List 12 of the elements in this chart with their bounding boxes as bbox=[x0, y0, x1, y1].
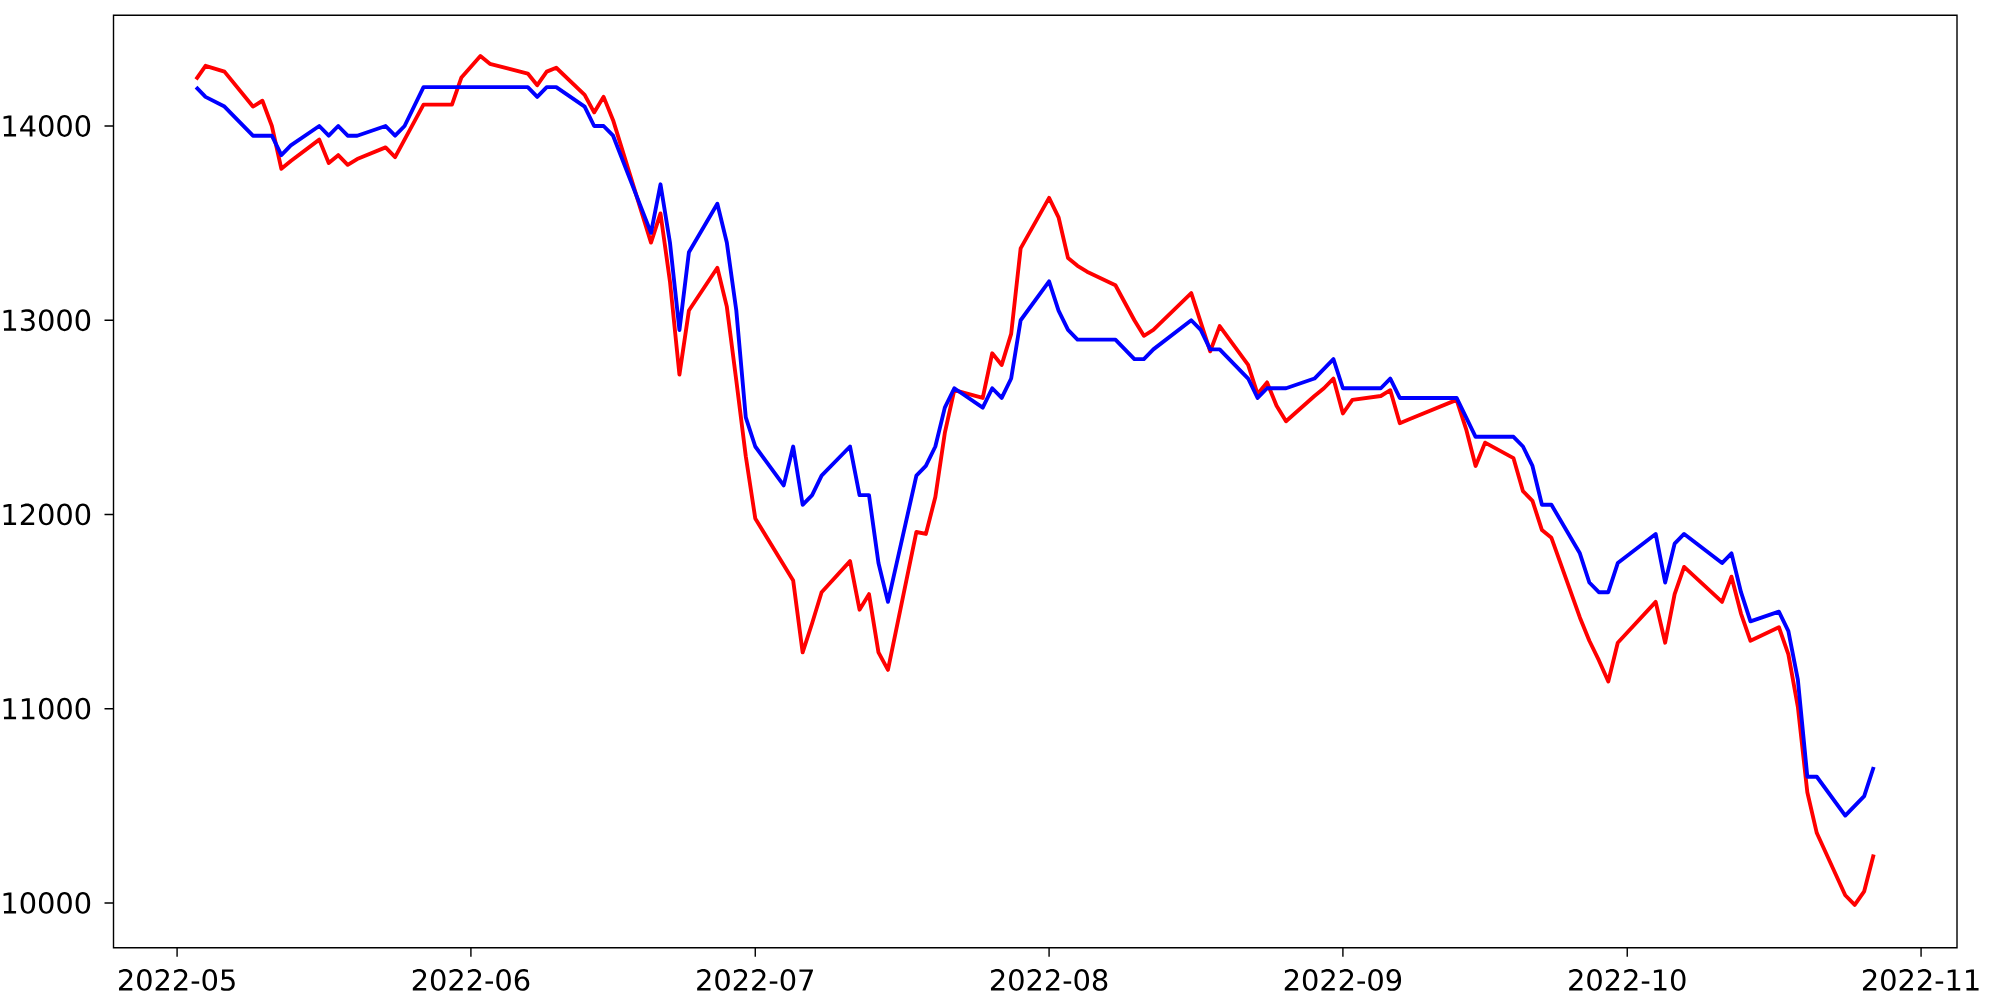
x-tick-label: 2022-10 bbox=[1569, 969, 1686, 991]
x-tick-label: 2022-06 bbox=[412, 969, 530, 991]
x-tick-label: 2022-11 bbox=[1862, 969, 1979, 991]
y-tick-label: 14000 bbox=[3, 115, 91, 137]
x-tick-label: 2022-07 bbox=[697, 969, 813, 991]
y-tick-label: 11000 bbox=[3, 697, 91, 720]
y-tick-label: 12000 bbox=[3, 503, 91, 526]
y-tick-label: 10000 bbox=[3, 892, 91, 914]
y-tick-label: 13000 bbox=[3, 309, 91, 332]
x-tick-label: 2022-09 bbox=[1284, 969, 1402, 991]
x-tick-label: 2022-05 bbox=[118, 969, 235, 991]
x-tick-label: 2022-08 bbox=[990, 969, 1108, 991]
